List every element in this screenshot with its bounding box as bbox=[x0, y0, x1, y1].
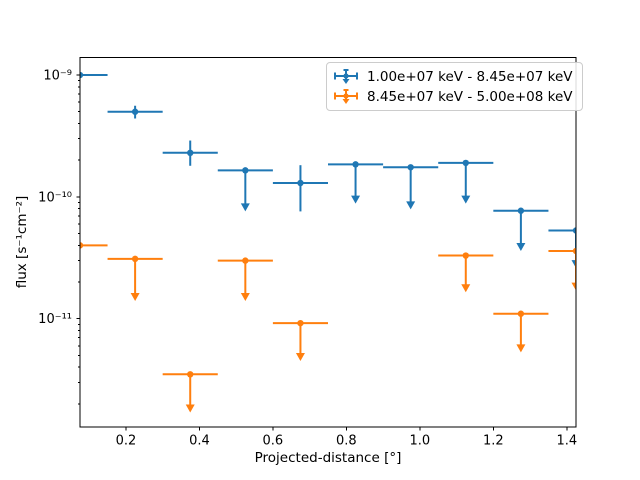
down-arrow-icon bbox=[130, 292, 140, 301]
data-point bbox=[242, 257, 249, 264]
data-point bbox=[572, 247, 576, 255]
x-tick-label: 1.2 bbox=[483, 434, 504, 449]
x-tick-label: 0.4 bbox=[189, 434, 210, 449]
data-point bbox=[131, 108, 139, 115]
down-arrow-icon bbox=[571, 260, 576, 269]
plot-background bbox=[80, 57, 576, 428]
series-1 bbox=[80, 242, 576, 413]
down-arrow-icon bbox=[185, 404, 195, 413]
data-point bbox=[131, 255, 139, 263]
data-point bbox=[572, 227, 576, 234]
down-arrow-icon bbox=[461, 195, 471, 204]
down-arrow-icon bbox=[351, 195, 361, 204]
down-arrow-icon bbox=[406, 201, 416, 210]
down-arrow-icon bbox=[516, 344, 526, 353]
down-arrow-icon bbox=[571, 282, 576, 291]
data-point bbox=[407, 164, 414, 171]
x-tick-label: 0.2 bbox=[116, 434, 137, 449]
axes-spines bbox=[79, 57, 577, 428]
x-tick-label: 1.0 bbox=[410, 434, 431, 449]
x-axis-label: Projected-distance [°] bbox=[254, 450, 402, 466]
data-point bbox=[80, 71, 84, 79]
down-arrow-icon bbox=[295, 353, 305, 362]
legend-label: 1.00e+07 keV - 8.45e+07 keV bbox=[367, 68, 573, 85]
errorbar-uplim-key-icon bbox=[334, 69, 358, 84]
data-point bbox=[352, 161, 359, 168]
y-axis-label: flux [s⁻¹cm⁻²] bbox=[14, 195, 30, 289]
data-point bbox=[80, 242, 84, 249]
down-arrow-icon bbox=[240, 292, 250, 301]
data-point bbox=[297, 179, 304, 187]
data-point bbox=[242, 167, 249, 174]
x-tick-label: 0.6 bbox=[263, 434, 284, 449]
data-point bbox=[297, 319, 304, 327]
y-tick-label: 10⁻¹⁰ bbox=[38, 190, 72, 205]
data-point bbox=[517, 310, 525, 317]
y-tick-label: 10⁻¹¹ bbox=[38, 312, 72, 327]
legend-item-blue: 1.00e+07 keV - 8.45e+07 keV bbox=[334, 68, 573, 85]
down-arrow-icon bbox=[240, 203, 250, 212]
y-tick-label: 10⁻⁹ bbox=[43, 69, 72, 84]
x-tick-label: 1.4 bbox=[556, 434, 577, 449]
data-point bbox=[517, 207, 525, 214]
down-arrow-icon bbox=[516, 242, 526, 251]
data-point bbox=[462, 252, 469, 259]
legend-label: 8.45e+07 keV - 5.00e+08 keV bbox=[367, 88, 573, 105]
down-arrow-icon bbox=[461, 284, 471, 293]
x-tick-label: 0.8 bbox=[336, 434, 357, 449]
data-point bbox=[462, 159, 469, 167]
series-0 bbox=[80, 71, 576, 269]
legend-item-orange: 8.45e+07 keV - 5.00e+08 keV bbox=[334, 88, 573, 105]
legend: 1.00e+07 keV - 8.45e+07 keV 8.45e+07 keV… bbox=[326, 62, 583, 111]
data-point bbox=[187, 371, 194, 378]
data-point bbox=[187, 149, 194, 157]
errorbar-uplim-key-icon bbox=[334, 89, 358, 104]
